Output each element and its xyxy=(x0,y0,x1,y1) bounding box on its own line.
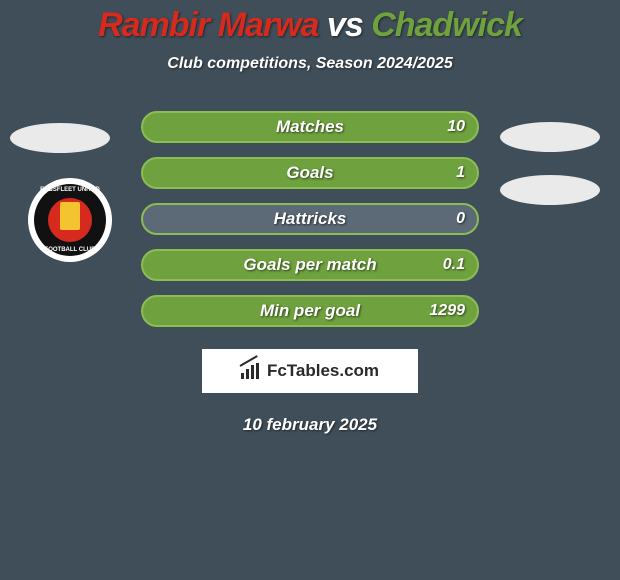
stat-pill: Matches 10 xyxy=(141,111,479,143)
brand-box: FcTables.com xyxy=(202,349,418,393)
club-crest-icon: EBBSFLEET UNITED FOOTBALL CLUB xyxy=(28,178,112,262)
crest-text-top: EBBSFLEET UNITED xyxy=(34,187,106,193)
stat-value-right: 0.1 xyxy=(443,256,465,274)
stat-pill: Min per goal 1299 xyxy=(141,295,479,327)
crest-core xyxy=(48,198,92,242)
subtitle: Club competitions, Season 2024/2025 xyxy=(0,55,620,73)
stat-label: Goals xyxy=(286,163,333,183)
stat-pill: Goals 1 xyxy=(141,157,479,189)
stat-row-min-per-goal: Min per goal 1299 xyxy=(141,295,479,327)
stat-pill: Hattricks 0 xyxy=(141,203,479,235)
player2-placeholder-icon xyxy=(500,122,600,152)
stat-row-hattricks: Hattricks 0 xyxy=(141,203,479,235)
brand-text: FcTables.com xyxy=(267,361,379,381)
stat-label: Matches xyxy=(276,117,344,137)
title-vs: vs xyxy=(327,6,363,44)
player1-placeholder-icon xyxy=(10,123,110,153)
brand-chart-icon xyxy=(241,363,261,379)
stat-row-goals: Goals 1 xyxy=(141,157,479,189)
stat-row-matches: Matches 10 xyxy=(141,111,479,143)
stat-label: Goals per match xyxy=(243,255,376,275)
crest-text-bottom: FOOTBALL CLUB xyxy=(34,247,106,253)
page-title: Rambir Marwa vs Chadwick xyxy=(0,0,620,45)
stat-value-right: 10 xyxy=(447,118,465,136)
stat-row-goals-per-match: Goals per match 0.1 xyxy=(141,249,479,281)
stat-value-right: 1299 xyxy=(429,302,465,320)
comparison-card: Rambir Marwa vs Chadwick Club competitio… xyxy=(0,0,620,580)
footer-date: 10 february 2025 xyxy=(0,415,620,435)
stat-label: Min per goal xyxy=(260,301,360,321)
crest-ring: EBBSFLEET UNITED FOOTBALL CLUB xyxy=(34,184,106,256)
crest-stripe xyxy=(60,202,80,230)
stat-value-right: 1 xyxy=(456,164,465,182)
player2-secondary-placeholder-icon xyxy=(500,175,600,205)
title-player1: Rambir Marwa xyxy=(98,6,318,44)
stat-label: Hattricks xyxy=(274,209,347,229)
stat-pill: Goals per match 0.1 xyxy=(141,249,479,281)
stat-value-right: 0 xyxy=(456,210,465,228)
title-player2: Chadwick xyxy=(371,6,522,44)
